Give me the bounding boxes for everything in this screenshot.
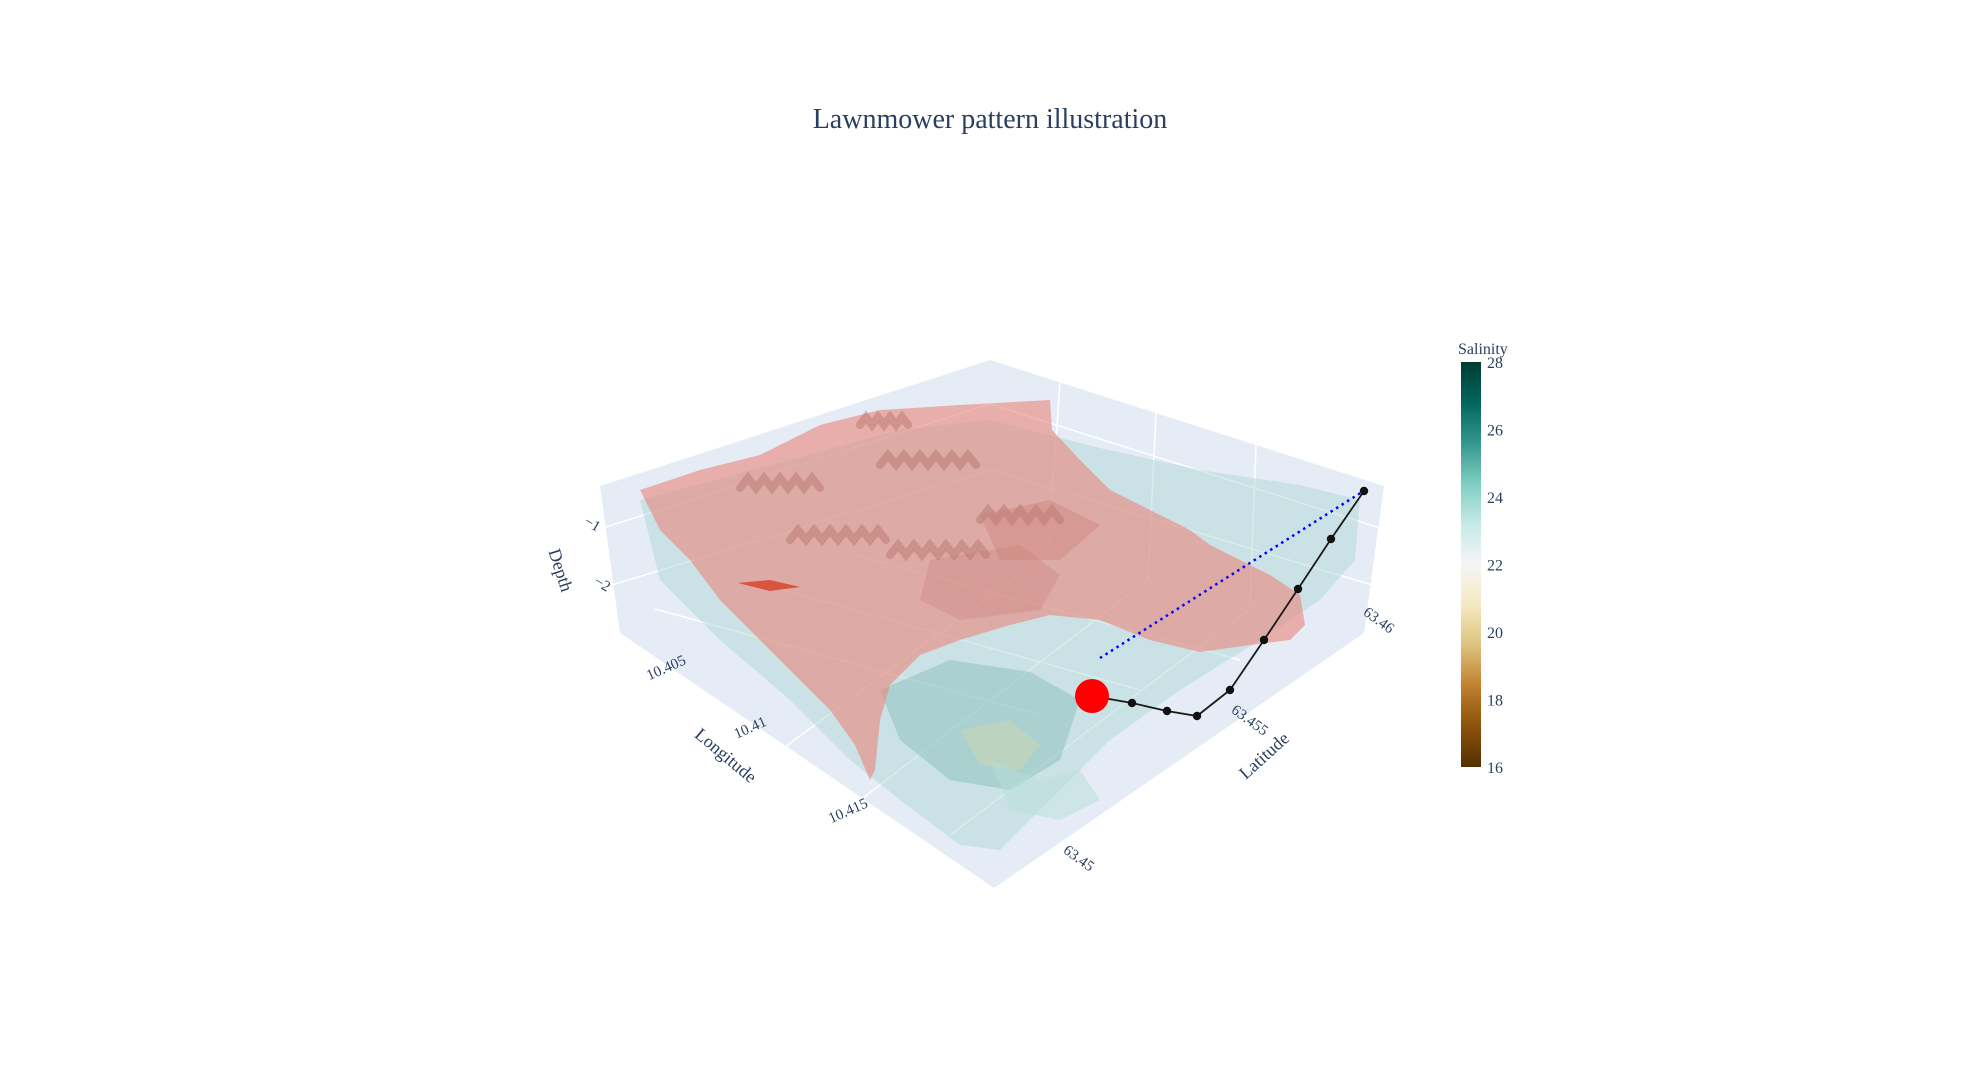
colorbar-tick-label: 22 xyxy=(1487,558,1503,575)
surface-teal-shade xyxy=(990,760,1100,820)
ridge xyxy=(976,503,1064,527)
latitude-axis-title: Latitude xyxy=(1235,728,1293,783)
colorbar-gradient-bar xyxy=(1461,362,1481,767)
depth-ticks: −1 −2 xyxy=(581,514,613,596)
path-point xyxy=(1127,698,1137,708)
vehicle-path xyxy=(1087,486,1369,721)
path-point xyxy=(1359,486,1369,496)
ridge xyxy=(886,538,990,562)
surface-salmon xyxy=(640,400,1305,780)
back-right-pane xyxy=(990,360,1384,633)
current-position-marker xyxy=(1075,679,1109,713)
path-point xyxy=(1259,635,1269,645)
ridge xyxy=(876,448,980,472)
path-point xyxy=(1162,706,1172,716)
colorbar-title: Salinity xyxy=(1458,341,1508,358)
tick-label: −2 xyxy=(591,574,613,596)
salinity-surface-upper xyxy=(640,400,1305,780)
surface-salmon-shade xyxy=(920,545,1060,620)
colorbar-tick-label: 20 xyxy=(1487,625,1503,642)
path-point xyxy=(1225,685,1235,695)
colorbar: Salinity 28 26 24 22 20 18 16 xyxy=(1458,341,1508,777)
path-point xyxy=(1326,534,1336,544)
colorbar-tick-label: 24 xyxy=(1487,490,1503,507)
ridge xyxy=(736,471,824,495)
surface-salmon-shade xyxy=(980,500,1100,560)
tick-label: −1 xyxy=(581,514,603,536)
chart-title: Lawnmower pattern illustration xyxy=(813,104,1168,135)
colorbar-ticks: 28 26 24 22 20 18 16 xyxy=(1487,355,1503,777)
gridline xyxy=(989,403,1381,529)
tick-label: 10.415 xyxy=(826,796,870,827)
tick-label: 63.45 xyxy=(1060,842,1097,875)
tick-label: 63.46 xyxy=(1360,604,1397,637)
path-point xyxy=(1293,584,1303,594)
path-point xyxy=(1192,711,1202,721)
surface-red-fleck xyxy=(738,580,800,591)
depth-axis-title: Depth xyxy=(544,546,577,594)
colorbar-tick-label: 28 xyxy=(1487,355,1503,372)
colorbar-tick-label: 16 xyxy=(1487,760,1503,777)
lawnmower-ridges xyxy=(736,410,1064,562)
surface-sand-patch xyxy=(960,720,1040,770)
colorbar-tick-label: 18 xyxy=(1487,693,1503,710)
ridge xyxy=(856,410,912,432)
ridge xyxy=(786,523,890,547)
colorbar-tick-label: 26 xyxy=(1487,423,1503,440)
